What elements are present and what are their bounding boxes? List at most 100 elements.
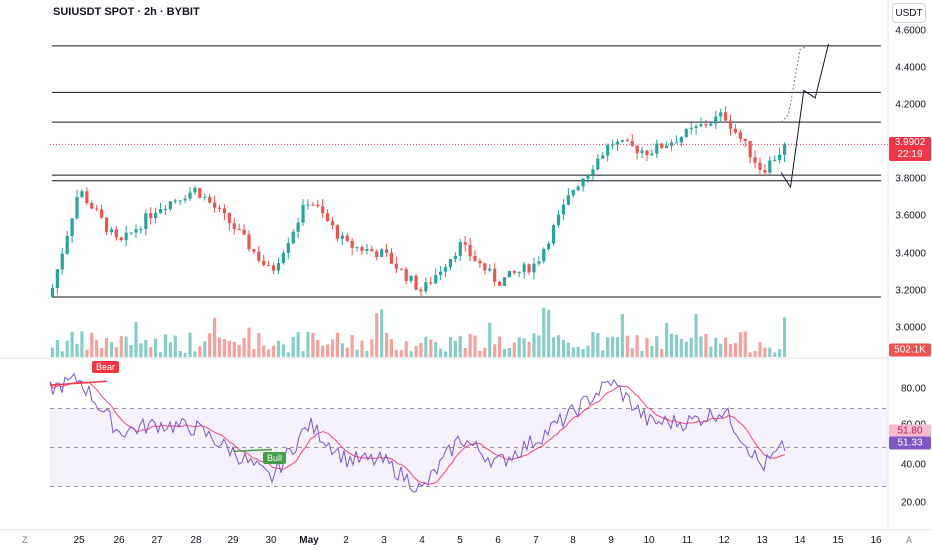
- volume-bar: [714, 337, 718, 357]
- candle-body: [743, 138, 747, 142]
- volume-bar: [95, 339, 99, 357]
- volume-bar: [497, 336, 502, 357]
- volume-bar: [232, 341, 236, 357]
- candle-body: [429, 282, 433, 284]
- volume-bar: [694, 313, 698, 357]
- candle-body: [453, 255, 457, 260]
- volume-bar: [193, 351, 197, 357]
- candle-body: [748, 141, 752, 158]
- candle-body: [473, 256, 477, 261]
- candle-body: [488, 268, 492, 271]
- volume-tag: 502.1K: [889, 343, 931, 357]
- volume-bar: [149, 347, 153, 357]
- rsi-ma-line: [49, 380, 786, 486]
- bull-divergence-line: [232, 448, 273, 453]
- candle-body: [719, 112, 723, 117]
- candle-body: [119, 237, 123, 240]
- volume-bar: [75, 343, 79, 357]
- candle-body: [237, 229, 241, 231]
- volume-bar: [576, 346, 580, 357]
- bull-label: Bull: [263, 452, 287, 464]
- rsi-tick: 80.00: [900, 383, 926, 395]
- volume-bar: [728, 344, 733, 357]
- candle-body: [601, 155, 605, 159]
- candle-body: [773, 159, 777, 161]
- candle-body: [694, 126, 698, 128]
- projection-solid: [780, 43, 829, 189]
- candle-body: [350, 240, 354, 249]
- volume-bar: [463, 347, 467, 357]
- candle-body: [733, 128, 738, 133]
- candle-body: [109, 229, 114, 233]
- candle-body: [222, 208, 227, 214]
- rsi-tick: 20.00: [900, 497, 926, 509]
- volume-bar: [321, 345, 325, 357]
- volume-bar: [154, 338, 158, 357]
- volume-bar: [168, 342, 172, 357]
- volume-bar: [532, 333, 536, 357]
- candle-body: [527, 264, 531, 273]
- volume-bar: [586, 345, 590, 357]
- volume-bar: [257, 333, 261, 357]
- candle-body: [306, 204, 310, 206]
- candle-body: [434, 275, 438, 284]
- candle-body: [178, 200, 182, 202]
- volume-bar: [326, 344, 330, 357]
- candle-body: [286, 243, 290, 253]
- rsi-ma-tag: 51.80: [889, 424, 931, 438]
- auto-scale-icon[interactable]: A: [906, 535, 913, 545]
- candle-body: [566, 195, 570, 205]
- candle-body: [468, 244, 472, 257]
- candle-body: [512, 270, 516, 273]
- price-tick: 3.6000: [895, 210, 926, 222]
- price-tick: 4.4000: [895, 62, 926, 74]
- volume-bar: [439, 348, 443, 357]
- candle-body: [330, 221, 335, 226]
- volume-bar: [615, 337, 620, 357]
- currency-button[interactable]: USDT: [892, 3, 926, 23]
- candle-body: [394, 263, 398, 269]
- candle-body: [65, 235, 69, 254]
- candle-body: [262, 260, 266, 266]
- candle-body: [709, 123, 713, 126]
- volume-bar: [561, 339, 566, 357]
- volume-bar: [493, 344, 497, 357]
- candle-body: [552, 225, 556, 244]
- candle-body: [370, 249, 374, 252]
- candle-body: [723, 112, 728, 121]
- rsi-tick: 40.00: [900, 459, 926, 471]
- volume-bar: [404, 341, 408, 357]
- timezone-icon[interactable]: Z: [22, 535, 28, 545]
- candle-body: [448, 259, 453, 268]
- volume-bar: [301, 351, 305, 357]
- volume-bar: [139, 343, 143, 357]
- volume-bar: [271, 345, 276, 357]
- volume-bar: [527, 341, 531, 357]
- candle-body: [547, 243, 551, 250]
- volume-bar: [542, 307, 546, 357]
- volume-bar: [625, 335, 629, 357]
- volume-bar: [601, 350, 605, 357]
- volume-bar: [552, 337, 556, 357]
- price-tick: 3.8000: [895, 173, 926, 185]
- volume-bar: [281, 344, 285, 357]
- volume-bar: [394, 349, 398, 357]
- candle-body: [537, 261, 541, 264]
- candle-body: [522, 264, 526, 272]
- candle-body: [502, 277, 507, 286]
- volume-bar: [247, 327, 251, 357]
- candle-body: [158, 209, 163, 213]
- volume-bar: [340, 343, 344, 357]
- candle-body: [144, 213, 148, 229]
- candle-body: [689, 127, 693, 129]
- time-tick: 11: [681, 535, 693, 546]
- candle-body: [360, 247, 364, 251]
- volume-bar: [429, 339, 433, 357]
- price-tick: 3.2000: [895, 285, 926, 297]
- candle-body: [439, 271, 443, 276]
- candle-body: [591, 169, 595, 175]
- volume-bar: [591, 332, 595, 357]
- volume-bar: [183, 352, 187, 357]
- candle-body: [660, 143, 664, 148]
